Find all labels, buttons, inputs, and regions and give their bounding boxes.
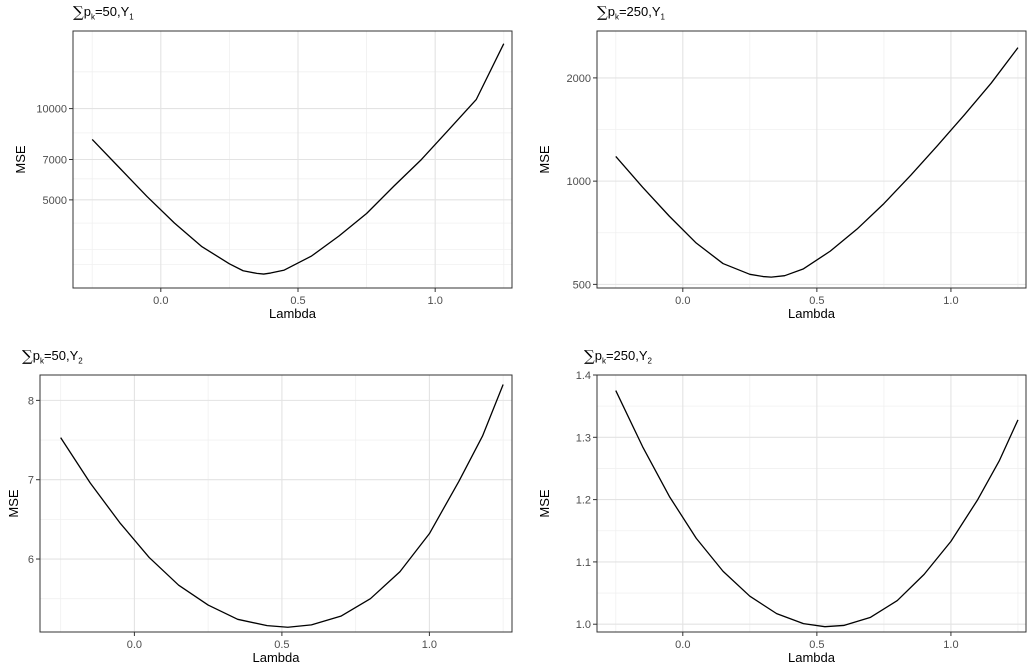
y-tick-label: 2000 [567, 73, 591, 85]
y-tick-label: 500 [573, 279, 591, 291]
y-tick-label: 10000 [36, 104, 67, 116]
title-part: ∑ [22, 347, 33, 365]
x-tick-label: 0.0 [675, 295, 690, 307]
title-part: p [32, 348, 40, 363]
x-axis-label: Lambda [269, 306, 317, 321]
title-part: ∑ [597, 3, 608, 21]
title-part: 1 [660, 12, 665, 22]
series-line [615, 390, 1019, 628]
y-tick-label: 7000 [43, 154, 67, 166]
x-tick-label: 1.0 [428, 295, 443, 307]
x-tick-label: 0.0 [675, 639, 690, 651]
chart-panel-3: 0.0 0.5 1.0 6 7 8 Lambda MSE [6, 374, 513, 665]
title-part: ∑ [584, 347, 595, 365]
title-part: k [90, 12, 95, 22]
y-tick-label: 1.0 [576, 619, 591, 631]
x-tick-label: 1.0 [422, 639, 437, 651]
y-tick-label: 8 [28, 395, 34, 407]
y-tick-label: 1000 [567, 176, 591, 188]
title-part: 2 [78, 356, 83, 366]
title-part: k [614, 12, 619, 22]
title-part: =250,Y [618, 4, 661, 19]
x-tick-label: 0.5 [809, 295, 824, 307]
title-part: 1 [129, 12, 134, 22]
x-tick-label: 0.5 [809, 639, 824, 651]
y-tick-label: 6 [28, 554, 34, 566]
panel-border [39, 374, 513, 633]
chart-title: ∑pk=250,Y2 [584, 347, 652, 366]
title-part: p [607, 4, 615, 19]
title-part: =250,Y [605, 348, 648, 363]
x-axis-label: Lambda [253, 650, 301, 665]
chart-panel-4: 0.0 0.5 1.0 1.0 1.1 1.2 1.3 1.4 Lambda MSE [537, 370, 1027, 665]
title-part: =50,Y [94, 4, 130, 19]
x-tick-label: 0.5 [274, 639, 289, 651]
y-axis-label: MSE [6, 489, 21, 518]
chart-title: ∑pk=50,Y2 [22, 347, 83, 366]
x-tick-label: 0.0 [127, 639, 142, 651]
title-part: =50,Y [43, 348, 79, 363]
title-part: 2 [647, 356, 652, 366]
chart-title: ∑pk=250,Y1 [597, 3, 665, 22]
x-tick-label: 0.0 [153, 295, 168, 307]
y-axis-label: MSE [537, 145, 552, 174]
chart-panel-2: 0.0 0.5 1.0 500 1000 2000 Lambda MSE [537, 30, 1027, 321]
panel-border [596, 30, 1027, 289]
series-line [60, 384, 504, 628]
x-axis-label: Lambda [788, 306, 836, 321]
title-part: p [83, 4, 91, 19]
panel-border [596, 374, 1027, 633]
title-part: k [601, 356, 606, 366]
y-tick-label: 1.4 [576, 370, 591, 382]
chart-panel-1: 0.0 0.5 1.0 5000 7000 10000 Lambda MSE [13, 30, 513, 321]
y-tick-label: 1.1 [576, 557, 591, 569]
x-tick-label: 1.0 [943, 295, 958, 307]
y-tick-label: 7 [28, 475, 34, 487]
y-axis-label: MSE [13, 145, 28, 174]
y-tick-label: 1.3 [576, 432, 591, 444]
title-part: k [39, 356, 44, 366]
title-part: ∑ [73, 3, 84, 21]
y-tick-label: 1.2 [576, 495, 591, 507]
series-line [615, 47, 1019, 278]
y-tick-label: 5000 [43, 195, 67, 207]
title-part: p [594, 348, 602, 363]
x-tick-label: 0.5 [290, 295, 305, 307]
y-axis-label: MSE [537, 489, 552, 518]
series-line [91, 43, 505, 275]
x-axis-label: Lambda [788, 650, 836, 665]
x-tick-label: 1.0 [943, 639, 958, 651]
chart-title: ∑pk=50,Y1 [73, 3, 134, 22]
